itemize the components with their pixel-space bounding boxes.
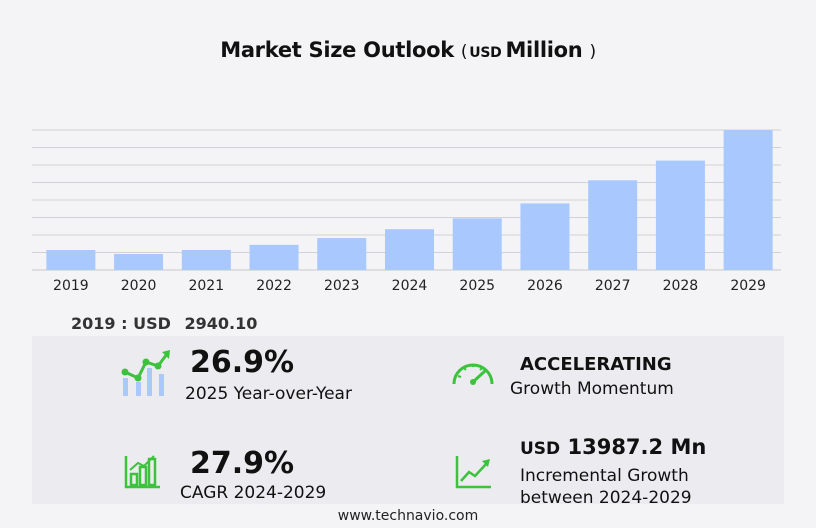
speedometer-icon (452, 363, 494, 385)
bar-2029 (723, 130, 773, 270)
momentum-label: Growth Momentum (510, 379, 674, 399)
incremental-label-2: between 2024-2029 (520, 488, 692, 508)
momentum-value: ACCELERATING (520, 354, 672, 375)
incremental-amount: 13987.2 Mn (567, 435, 707, 459)
bars (46, 130, 773, 270)
bar-2027 (588, 180, 638, 270)
x-tick-labels: 2019 2020 2021 2022 2023 2024 2025 2026 2027 2028… (53, 278, 766, 294)
x-tick-2027: 2027 (595, 278, 631, 294)
chart-title-main: Market Size Outlook (220, 38, 454, 62)
bar-2021 (181, 249, 231, 270)
bar-chart-icon (124, 455, 160, 489)
bar-2026 (520, 203, 570, 270)
title-unit-word: Million (505, 38, 583, 62)
x-tick-2019: 2019 (53, 278, 89, 294)
x-tick-2029: 2029 (730, 278, 766, 294)
x-tick-2022: 2022 (256, 278, 292, 294)
title-paren-open: ( (460, 42, 468, 62)
yoy-value: 26.9% (190, 345, 295, 380)
base-year-prefix: 2019 : USD (71, 314, 171, 333)
title-paren-close: ) (589, 42, 596, 62)
cagr-label: CAGR 2024-2029 (180, 483, 327, 503)
base-year-label: 2019 : USD 2940.10 (71, 314, 257, 333)
bar-2019 (46, 250, 96, 270)
bar-2024 (385, 229, 434, 270)
bar-2023 (317, 238, 367, 270)
incremental-label-1: Incremental Growth (520, 466, 689, 486)
base-year-value: 2940.10 (184, 314, 258, 333)
incremental-value: USD 13987.2 Mn (520, 435, 706, 459)
bar-chart: 2019 2020 2021 2022 2023 2024 2025 2026 2027 2028… (32, 129, 781, 294)
x-tick-2021: 2021 (188, 278, 224, 294)
x-tick-2023: 2023 (324, 278, 360, 294)
bar-2028 (655, 160, 705, 270)
bar-2020 (114, 253, 164, 270)
yoy-label: 2025 Year-over-Year (185, 384, 352, 404)
title-unit: USD (469, 45, 502, 61)
x-tick-2028: 2028 (663, 278, 699, 294)
bar-2025 (452, 218, 502, 270)
footer-url: www.technavio.com (337, 508, 479, 524)
x-tick-2024: 2024 (392, 278, 428, 294)
x-tick-2020: 2020 (121, 278, 157, 294)
x-tick-2026: 2026 (527, 278, 563, 294)
incremental-currency: USD (520, 439, 561, 459)
trend-up-icon (455, 456, 491, 489)
bar-2022 (249, 244, 299, 270)
growth-chart-icon (121, 350, 170, 396)
chart-title: Market Size Outlook (USD Million ) (0, 38, 816, 62)
cagr-value: 27.9% (190, 446, 295, 481)
x-tick-2025: 2025 (459, 278, 495, 294)
